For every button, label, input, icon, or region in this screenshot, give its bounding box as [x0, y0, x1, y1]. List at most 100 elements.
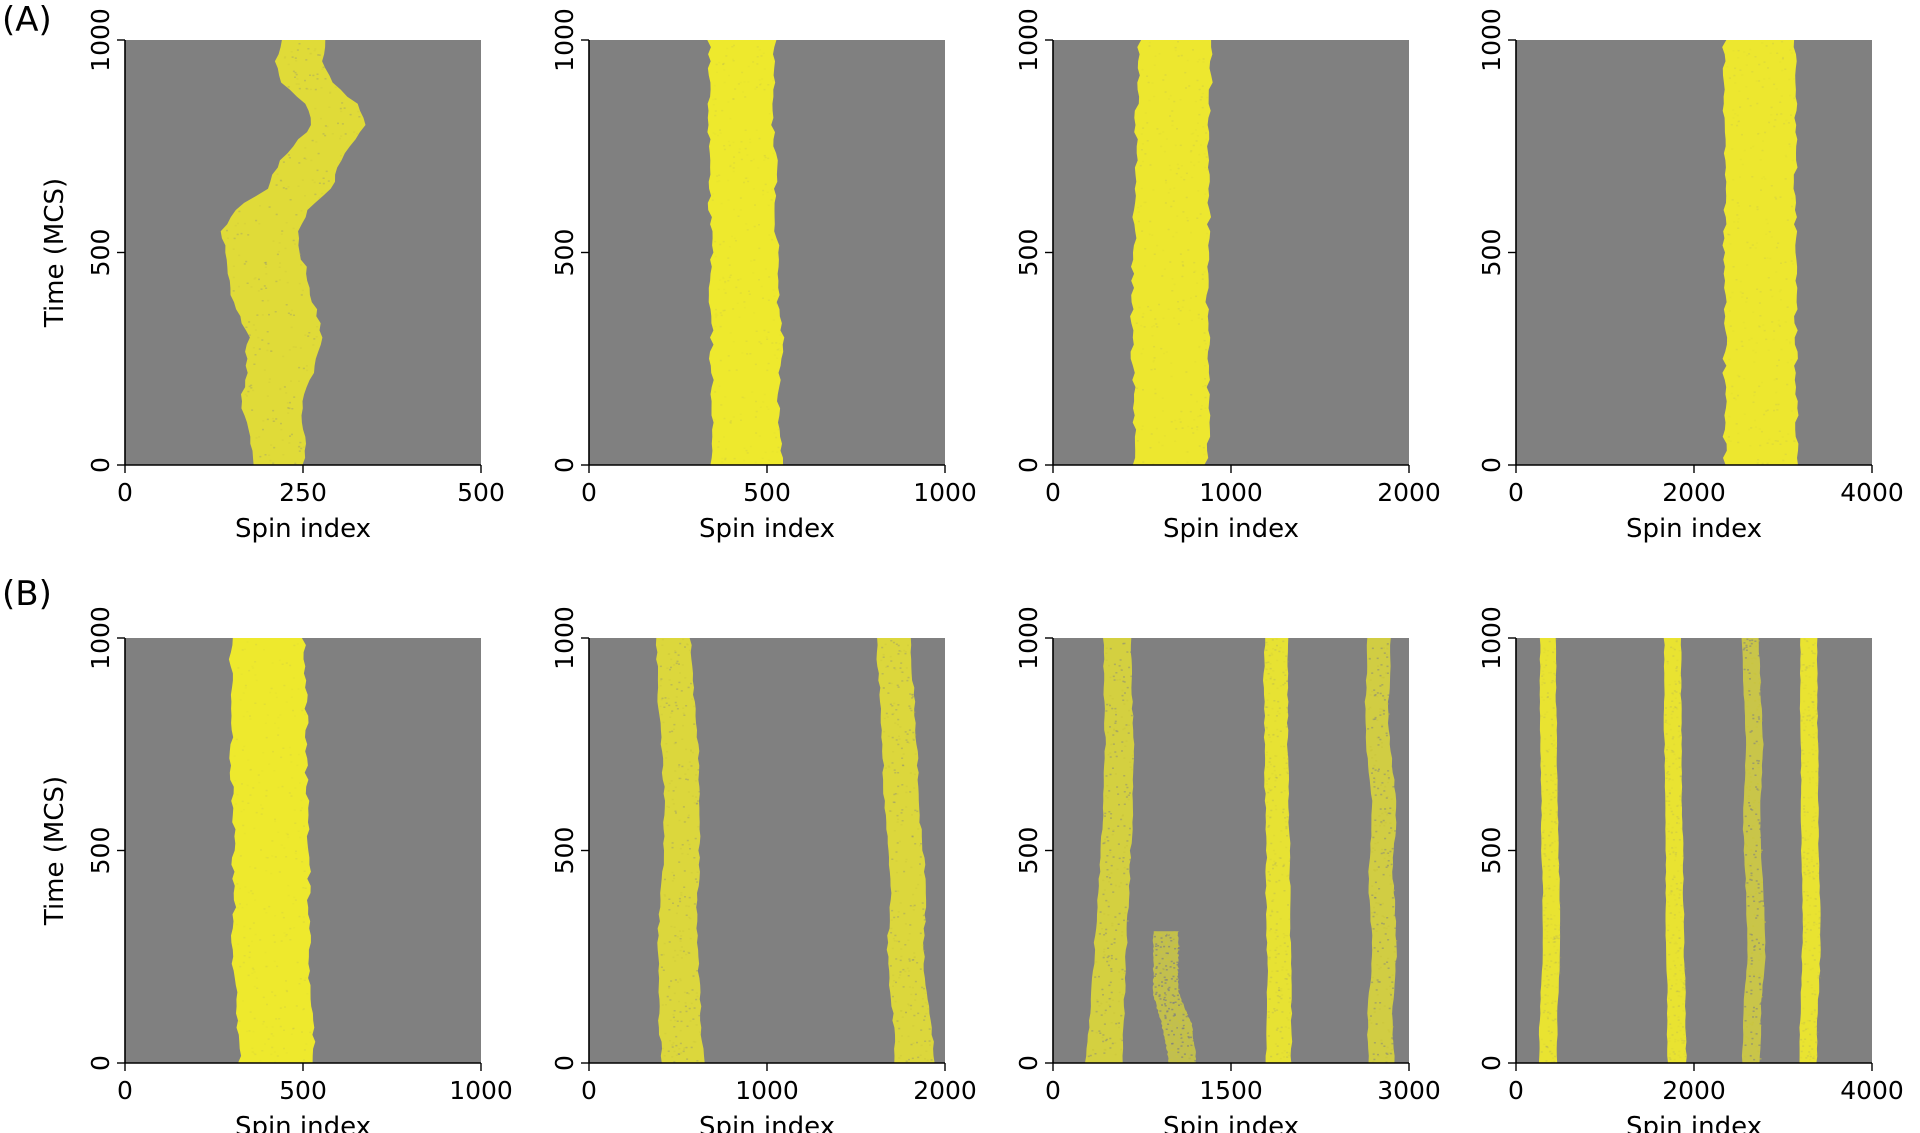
- y-tick-label: 0: [86, 1055, 115, 1071]
- x-tick-label: 1000: [913, 478, 977, 507]
- domain-band-texture: [711, 44, 782, 465]
- plot-panel: 0 500 1000 0 500 1000 Spin index: [550, 8, 977, 544]
- x-tick-label: 0: [581, 1076, 597, 1105]
- y-tick-label: 0: [86, 457, 115, 473]
- plot-background: [1516, 40, 1872, 465]
- plot-background: [1516, 638, 1872, 1063]
- domain-band-texture: [233, 641, 312, 1063]
- plot-panel: 0 250 500 0 500 1000 Spin index Time (MCS): [40, 8, 505, 544]
- plot-panel: 0 500 1000 0 500 1000 Spin index Time (MCS): [40, 606, 513, 1133]
- x-axis-label: Spin index: [235, 1112, 371, 1133]
- domain-band-texture: [659, 638, 703, 1063]
- y-tick-label: 500: [86, 827, 115, 875]
- domain-band-texture: [1742, 638, 1766, 1062]
- y-tick-label: 500: [1014, 827, 1043, 875]
- plot-panel: 0 1000 2000 0 500 1000 Spin index: [1014, 8, 1441, 544]
- domain-band-texture: [1135, 41, 1209, 465]
- y-tick-label: 0: [550, 457, 579, 473]
- domain-band-texture: [1153, 931, 1197, 1063]
- y-tick-label: 1000: [86, 8, 115, 72]
- domain-band: [228, 638, 316, 1063]
- y-tick-label: 1000: [86, 606, 115, 670]
- x-tick-label: 2000: [1662, 1076, 1726, 1105]
- domain-band: [220, 40, 366, 465]
- x-tick-label: 0: [1508, 478, 1524, 507]
- y-tick-label: 1000: [1014, 8, 1043, 72]
- y-tick-label: 500: [1014, 229, 1043, 277]
- plot-panel: 0 1500 3000 0 500 1000 Spin index: [1014, 606, 1441, 1133]
- plot-panel: 0 2000 4000 0 500 1000 Spin index: [1477, 606, 1904, 1133]
- domain-band: [1085, 638, 1135, 1063]
- x-tick-label: 2000: [1662, 478, 1726, 507]
- x-tick-label: 2000: [913, 1076, 977, 1105]
- y-tick-label: 1000: [1477, 8, 1506, 72]
- x-tick-label: 0: [117, 1076, 133, 1105]
- x-tick-label: 4000: [1840, 1076, 1904, 1105]
- domain-band: [1130, 40, 1213, 465]
- panel-label-a: (A): [2, 0, 52, 40]
- y-tick-label: 0: [1477, 457, 1506, 473]
- x-axis-label: Spin index: [1626, 1112, 1762, 1133]
- domain-band-texture: [1087, 642, 1135, 1063]
- domain-band-texture: [880, 640, 933, 1063]
- x-tick-label: 0: [1045, 478, 1061, 507]
- domain-band: [655, 638, 705, 1063]
- x-tick-label: 500: [457, 478, 505, 507]
- domain-band-texture: [1264, 638, 1293, 1063]
- x-axis-label: Spin index: [699, 514, 835, 544]
- domain-band: [1663, 638, 1687, 1063]
- x-tick-label: 1000: [449, 1076, 513, 1105]
- y-axis-label: Time (MCS): [40, 178, 70, 328]
- domain-band-texture: [1664, 639, 1687, 1061]
- y-tick-label: 0: [1014, 457, 1043, 473]
- x-axis-label: Spin index: [1163, 1112, 1299, 1133]
- domain-band: [1538, 638, 1561, 1063]
- domain-band: [1263, 638, 1293, 1063]
- domain-band-texture: [226, 43, 361, 465]
- x-tick-label: 3000: [1377, 1076, 1441, 1105]
- domain-band: [1722, 40, 1799, 465]
- plot-panel: 0 2000 4000 0 500 1000 Spin index: [1477, 8, 1904, 544]
- x-tick-label: 500: [743, 478, 791, 507]
- y-tick-label: 0: [1477, 1055, 1506, 1071]
- y-tick-label: 1000: [550, 606, 579, 670]
- x-tick-label: 1000: [735, 1076, 799, 1105]
- x-tick-label: 0: [1045, 1076, 1061, 1105]
- y-tick-label: 0: [1014, 1055, 1043, 1071]
- domain-band-texture: [1540, 638, 1562, 1063]
- domain-band-texture: [1367, 643, 1398, 1063]
- x-tick-label: 250: [279, 478, 327, 507]
- y-tick-label: 1000: [1014, 606, 1043, 670]
- x-tick-label: 0: [117, 478, 133, 507]
- y-tick-label: 500: [1477, 827, 1506, 875]
- y-tick-label: 500: [1477, 229, 1506, 277]
- x-tick-label: 1000: [1199, 478, 1263, 507]
- y-tick-label: 1000: [550, 8, 579, 72]
- domain-band-texture: [1726, 40, 1796, 465]
- domain-band: [876, 638, 935, 1063]
- plot-background: [1053, 40, 1409, 465]
- panel-label-b: (B): [2, 574, 52, 614]
- y-tick-label: 500: [550, 827, 579, 875]
- x-axis-label: Spin index: [699, 1112, 835, 1133]
- x-axis-label: Spin index: [1163, 514, 1299, 544]
- y-tick-label: 1000: [1477, 606, 1506, 670]
- domain-band: [707, 40, 785, 465]
- plot-panel: 0 1000 2000 0 500 1000 Spin index: [550, 606, 977, 1133]
- x-tick-label: 500: [279, 1076, 327, 1105]
- domain-band: [1799, 638, 1821, 1063]
- x-axis-label: Spin index: [1626, 514, 1762, 544]
- x-tick-label: 2000: [1377, 478, 1441, 507]
- domain-band-texture: [1800, 638, 1822, 1063]
- domain-band: [1152, 931, 1196, 1063]
- x-tick-label: 1500: [1199, 1076, 1263, 1105]
- x-tick-label: 0: [1508, 1076, 1524, 1105]
- y-tick-label: 500: [550, 229, 579, 277]
- x-tick-label: 4000: [1840, 478, 1904, 507]
- y-tick-label: 0: [550, 1055, 579, 1071]
- x-tick-label: 0: [581, 478, 597, 507]
- x-axis-label: Spin index: [235, 514, 371, 544]
- y-tick-label: 500: [86, 229, 115, 277]
- domain-band: [1364, 638, 1397, 1063]
